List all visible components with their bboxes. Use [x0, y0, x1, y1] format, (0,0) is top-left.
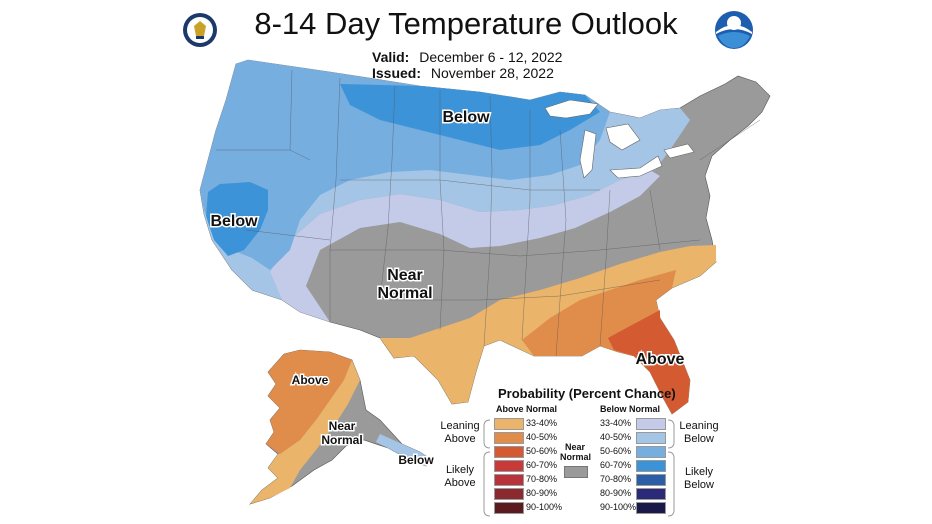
legend-below-swatch — [636, 502, 666, 514]
legend-above-swatch — [494, 432, 524, 444]
legend-below-label: 60-70% — [600, 460, 632, 470]
legend-likely-below-line1: Likely — [684, 466, 714, 478]
label-above-southeast: Above — [636, 351, 685, 368]
label-below-north: Below — [442, 109, 490, 126]
legend-below-label: 50-60% — [600, 446, 632, 456]
legend-above-label: 33-40% — [526, 418, 558, 428]
legend-likely-below-line2: Below — [684, 479, 714, 491]
legend-below-label: 90-100% — [600, 502, 637, 512]
legend-leaning-above-line2: Above — [444, 433, 476, 445]
legend-above-label: 50-60% — [526, 446, 558, 456]
legend-likely-above-line2: Above — [444, 477, 476, 489]
legend-leaning-above: Leaning Above — [438, 420, 482, 446]
legend-above-swatch — [494, 502, 524, 514]
legend-leaning-below-line2: Below — [684, 433, 714, 445]
page-title: 8-14 Day Temperature Outlook — [254, 6, 678, 41]
commerce-seal-logo — [183, 13, 217, 47]
legend-above-label: 90-100% — [526, 502, 563, 512]
legend-below-label: 70-80% — [600, 474, 632, 484]
below-60-70-north-region — [340, 84, 600, 150]
legend-below-swatch — [636, 418, 666, 430]
legend-below-header: Below Normal — [600, 404, 661, 414]
above-40-50-region — [522, 270, 690, 414]
label-alaska-above: Above — [292, 373, 329, 387]
alaska-above-33-40-region — [250, 360, 360, 504]
legend-above-swatch — [494, 488, 524, 500]
legend-likely-above-line1: Likely — [445, 464, 475, 476]
legend-above-label: 70-80% — [526, 474, 558, 484]
legend-likely-above: Likely Above — [438, 464, 482, 490]
alaska-below-region — [376, 434, 432, 466]
legend-below-swatch — [636, 488, 666, 500]
legend-above-label: 40-50% — [526, 432, 558, 442]
legend-leaning-above-line1: Leaning — [440, 420, 480, 432]
legend-leaning-below-line1: Leaning — [679, 420, 719, 432]
label-alaska-near-2: Normal — [321, 433, 362, 447]
valid-label: Valid: — [372, 49, 410, 65]
legend-near-line2: Normal — [560, 452, 592, 462]
issued-label: Issued: — [372, 65, 422, 81]
legend-near-normal: Near Normal — [560, 442, 592, 462]
label-alaska-near-1: Near — [329, 419, 356, 433]
legend-below-brackets — [667, 419, 675, 517]
great-lakes — [544, 99, 695, 179]
legend-below-swatch — [636, 432, 666, 444]
below-33-40-region — [270, 170, 660, 322]
label-below-west: Below — [210, 213, 258, 230]
legend-below-swatch — [636, 474, 666, 486]
issued-value: November 28, 2022 — [430, 65, 554, 81]
legend-title: Probability (Percent Chance) — [498, 386, 676, 401]
alaska-above-40-50-region — [266, 350, 352, 454]
issued-line: Issued: November 28, 2022 — [372, 65, 554, 81]
noaa-logo — [715, 11, 753, 49]
legend-leaning-below: Leaning Below — [674, 420, 724, 446]
legend-below-label: 80-90% — [600, 488, 632, 498]
label-near-normal-2: Normal — [377, 285, 432, 302]
legend-above-swatch — [494, 460, 524, 472]
legend-below-label: 33-40% — [600, 418, 632, 428]
legend-above-brackets — [483, 419, 491, 517]
legend: Probability (Percent Chance) Above Norma… — [436, 386, 726, 522]
legend-above-swatch — [494, 446, 524, 458]
below-60-70-west-region — [206, 182, 268, 256]
legend-below-swatch — [636, 446, 666, 458]
legend-below-label: 40-50% — [600, 432, 632, 442]
valid-line: Valid: December 6 - 12, 2022 — [372, 49, 562, 65]
legend-above-swatch — [494, 418, 524, 430]
state-borders — [216, 69, 761, 357]
label-near-normal-1: Near — [387, 267, 423, 284]
label-alaska-below: Below — [398, 453, 434, 467]
legend-near-line1: Near — [564, 442, 585, 452]
legend-above-label: 80-90% — [526, 488, 558, 498]
legend-above-header: Above Normal — [496, 404, 558, 414]
legend-below-swatch — [636, 460, 666, 472]
valid-value: December 6 - 12, 2022 — [419, 49, 563, 65]
legend-above-label: 60-70% — [526, 460, 558, 470]
legend-near-normal-swatch — [564, 466, 588, 478]
legend-likely-below: Likely Below — [674, 466, 724, 492]
legend-above-swatch — [494, 474, 524, 486]
above-50-60-region — [608, 310, 690, 414]
